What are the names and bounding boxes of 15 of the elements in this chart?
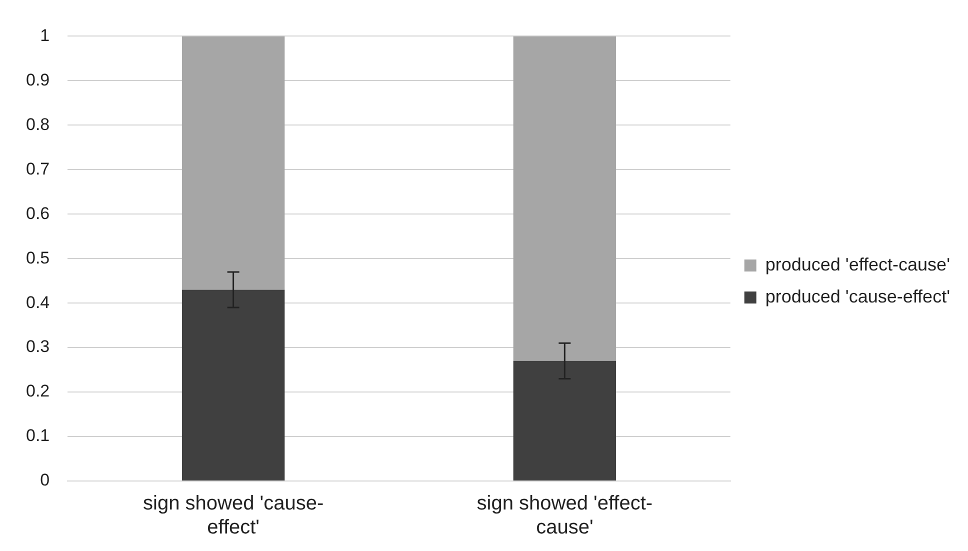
y-tick-label: 0.8 <box>26 114 50 134</box>
y-tick-label: 1 <box>40 26 50 45</box>
y-tick-label: 0.4 <box>26 292 50 312</box>
y-tick-label: 0.2 <box>26 382 50 401</box>
x-tick-label: sign showed 'cause-effect' <box>143 492 324 539</box>
y-tick-label: 0 <box>40 470 50 490</box>
legend-label: produced 'effect-cause' <box>765 254 950 274</box>
y-tick-label: 0.5 <box>26 248 50 268</box>
y-tick-label: 0.9 <box>26 70 50 90</box>
x-tick-label: sign showed 'effect-cause' <box>476 492 653 539</box>
y-tick-label: 0.6 <box>26 204 50 223</box>
y-tick-label: 0.1 <box>26 426 50 446</box>
y-tick-label: 0.3 <box>26 337 50 356</box>
y-tick-label: 0.7 <box>26 159 50 178</box>
legend-label: produced 'cause-effect' <box>765 286 950 306</box>
